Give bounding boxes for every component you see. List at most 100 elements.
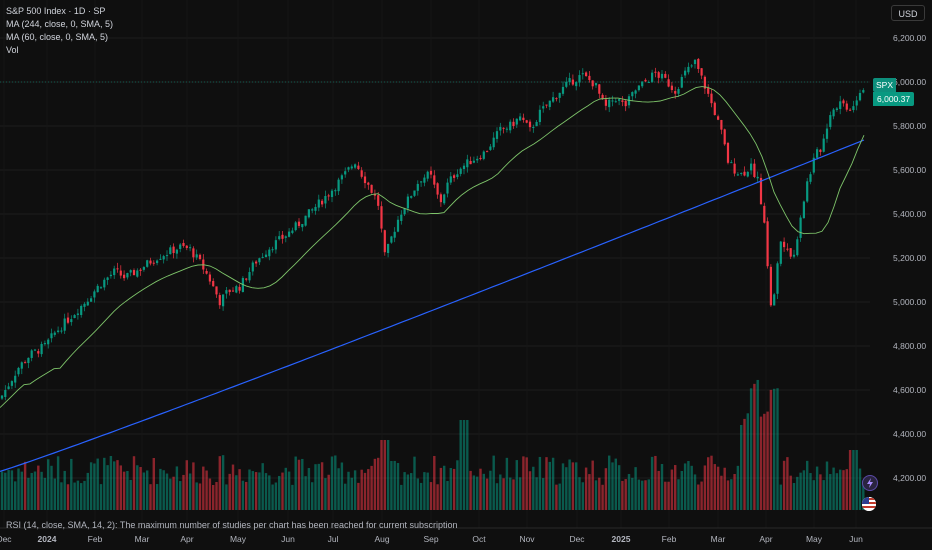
volume-bar — [37, 465, 40, 510]
volume-bar — [347, 471, 350, 510]
candle — [436, 183, 439, 195]
volume-bar — [53, 478, 56, 510]
candle — [337, 179, 340, 192]
candle — [350, 166, 353, 169]
candle — [845, 103, 848, 110]
volume-bar — [324, 478, 327, 510]
candle — [720, 120, 723, 130]
volume-bar — [631, 477, 634, 510]
candle — [27, 357, 30, 364]
candle — [809, 174, 812, 182]
currency-button[interactable]: USD — [891, 5, 925, 21]
volume-bar — [357, 482, 360, 510]
volume-bar — [433, 455, 436, 510]
candle — [684, 70, 687, 76]
volume-bar — [845, 469, 848, 510]
volume-bar — [406, 474, 410, 510]
candle — [159, 258, 162, 260]
candle — [492, 137, 495, 148]
candle — [198, 254, 202, 259]
volume-bar — [373, 458, 377, 510]
volume-bar — [238, 469, 241, 510]
candle — [598, 84, 601, 94]
volume-bar — [248, 469, 251, 510]
volume-bar — [416, 478, 419, 510]
candle — [281, 234, 284, 239]
ma60-legend[interactable]: MA (60, close, 0, SMA, 5) — [6, 32, 109, 42]
us-flag-icon[interactable] — [862, 497, 876, 511]
candle — [746, 171, 749, 177]
volume-bar — [535, 477, 538, 510]
candle — [509, 121, 512, 131]
volume-bar — [848, 450, 852, 510]
volume-bar — [713, 464, 716, 510]
volume-bar — [492, 455, 495, 510]
candle — [604, 99, 607, 106]
candle — [149, 260, 152, 264]
volume-bar — [584, 467, 588, 510]
volume-bar — [502, 478, 505, 510]
candle — [57, 330, 60, 332]
candle — [858, 92, 862, 101]
volume-bar — [363, 472, 367, 510]
volume-bar — [80, 483, 83, 510]
volume-bar — [773, 388, 776, 510]
volume-bar — [740, 425, 743, 510]
volume-bar — [192, 462, 195, 510]
candle — [93, 291, 96, 298]
volume-bar — [76, 480, 80, 510]
x-tick-label: Apr — [180, 534, 193, 544]
symbol-title[interactable]: S&P 500 Index · 1D · SP — [6, 6, 106, 16]
candle — [314, 206, 317, 211]
volume-bar — [231, 464, 235, 510]
volume-bar — [716, 466, 720, 510]
candle — [327, 195, 330, 197]
x-tick-label: 2025 — [612, 534, 631, 544]
candle — [459, 168, 462, 174]
volume-bar — [99, 484, 103, 510]
volume-bar — [215, 482, 218, 510]
volume-bar — [588, 474, 591, 510]
candle — [406, 196, 409, 209]
candle — [212, 280, 215, 287]
candle — [862, 90, 865, 93]
candle — [651, 72, 654, 82]
candle — [271, 249, 274, 251]
volume-bar — [393, 460, 396, 510]
candle — [416, 183, 419, 191]
candle — [354, 164, 357, 168]
volume-bar — [103, 457, 106, 510]
volume-bar — [83, 480, 86, 510]
volume-bar — [548, 461, 551, 510]
volume-bar — [419, 482, 423, 510]
volume-bar — [786, 457, 789, 510]
volume-bar — [195, 482, 198, 510]
candle — [680, 76, 683, 88]
lightning-icon[interactable] — [862, 475, 878, 491]
candle — [169, 247, 172, 255]
volume-bar — [485, 478, 489, 510]
y-tick-label: 5,000.00 — [893, 297, 926, 307]
volume-bar — [495, 483, 499, 510]
candle — [40, 343, 43, 355]
ma244-legend[interactable]: MA (244, close, 0, SMA, 5) — [6, 19, 114, 29]
x-tick-label: Dec — [569, 534, 585, 544]
candle — [505, 128, 508, 130]
volume-bar — [400, 484, 403, 510]
volume-bar — [136, 465, 139, 510]
volume-bar — [182, 474, 185, 510]
candle — [245, 278, 248, 280]
candle — [449, 176, 452, 183]
candle — [522, 117, 525, 121]
candle — [750, 163, 753, 171]
x-tick-label: Sep — [423, 534, 438, 544]
candle — [660, 73, 664, 79]
volume-bar — [169, 478, 172, 510]
volume-bar — [353, 470, 357, 510]
candle — [641, 81, 644, 87]
volume-bar — [175, 466, 179, 510]
volume-legend[interactable]: Vol — [6, 45, 19, 55]
candle — [235, 286, 238, 293]
volume-bar — [456, 460, 459, 510]
